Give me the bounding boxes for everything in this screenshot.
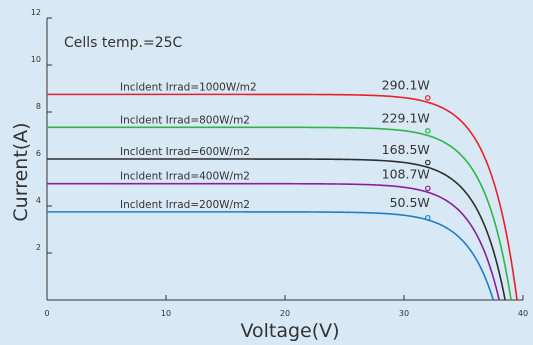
y-tick-label: 8 (36, 102, 41, 111)
y-tick-label: 6 (36, 149, 41, 158)
y-tick-label: 2 (36, 243, 41, 252)
mpp-point-2 (424, 128, 431, 134)
ticks: 2 4 6 8 10 12 0 10 20 30 40 (31, 8, 528, 318)
y-axis-label: Current(A) (10, 122, 32, 221)
power-label-3: 168.5W (382, 142, 430, 157)
power-label-2: 229.1W (382, 110, 430, 125)
series-label-2: Incldent Irrad=800W/m2 (120, 114, 250, 126)
x-tick-label: 20 (280, 309, 290, 318)
power-label-5: 50.5W (390, 195, 430, 210)
mpp-point-1 (424, 95, 431, 101)
x-tick-label: 10 (161, 309, 171, 318)
x-tick-label: 40 (518, 309, 528, 318)
power-label-1: 290.1W (382, 77, 430, 92)
series-line-3 (47, 158, 506, 301)
series-line-5 (47, 211, 495, 301)
y-tick-label: 4 (36, 196, 41, 205)
mpp-point-4 (424, 185, 431, 192)
series-label-4: Incldent Irrad=400W/m2 (120, 171, 250, 183)
mpp-point-5 (424, 214, 431, 221)
x-tick-label: 30 (399, 309, 409, 318)
series-line-1 (47, 93, 518, 301)
mpp-point-3 (424, 159, 431, 166)
y-tick-label: 12 (31, 8, 41, 17)
series-line-2 (47, 126, 512, 301)
cells-temp-annotation: Cells temp.=25C (64, 35, 183, 51)
x-tick-label: 0 (44, 309, 49, 318)
y-tick-label: 10 (31, 55, 41, 64)
series-label-1: Incldent Irrad=1000W/m2 (120, 81, 257, 93)
x-axis-label: Voltage(V) (240, 320, 339, 342)
series-group: Incldent Irrad=1000W/m2 290.1W Incldent Ir… (47, 77, 518, 301)
series-line-4 (47, 182, 500, 301)
series-label-5: Incldent Irrad=200W/m2 (120, 199, 250, 211)
series-label-3: Incldent Irrad=600W/m2 (120, 146, 250, 158)
power-label-4: 108.7W (382, 167, 430, 182)
